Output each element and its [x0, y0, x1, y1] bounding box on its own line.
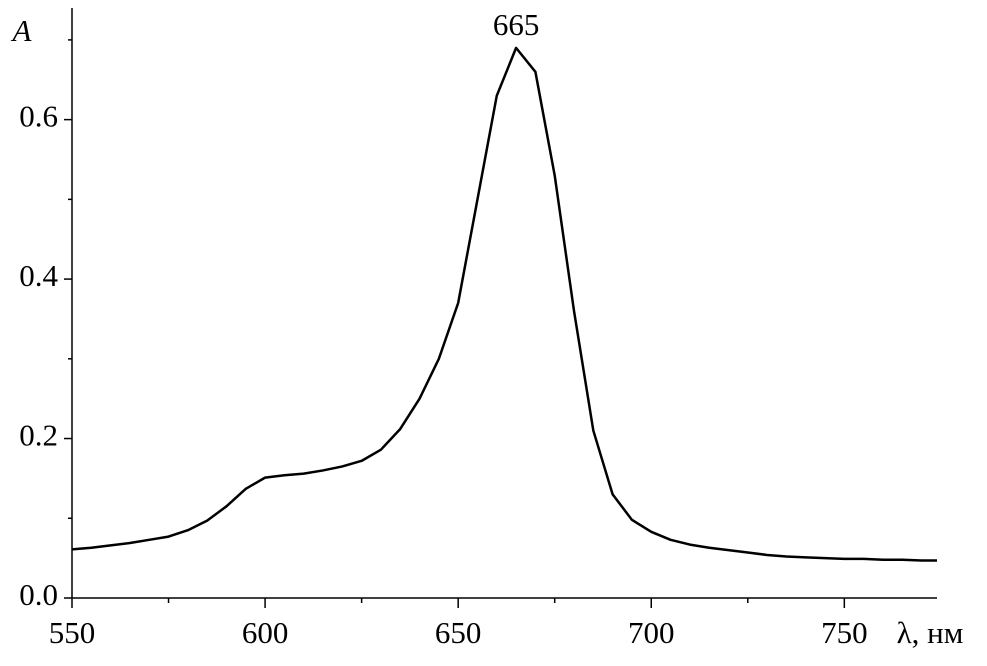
y-tick-label: 0.2	[19, 418, 58, 453]
spectrum-line	[71, 46, 937, 562]
x-tick-label: 650	[435, 615, 482, 650]
x-tick-label: 550	[49, 615, 96, 650]
y-tick-label: 0.6	[19, 99, 58, 134]
peak-annotation: 665	[493, 7, 540, 42]
y-tick-label: 0.4	[19, 258, 58, 293]
y-tick-label: 0.0	[19, 577, 58, 612]
x-tick-label: 700	[628, 615, 675, 650]
x-axis-label: λ, нм	[897, 615, 964, 650]
x-tick-label: 600	[242, 615, 289, 650]
x-tick-label: 750	[821, 615, 868, 650]
y-axis-label: A	[11, 13, 33, 48]
